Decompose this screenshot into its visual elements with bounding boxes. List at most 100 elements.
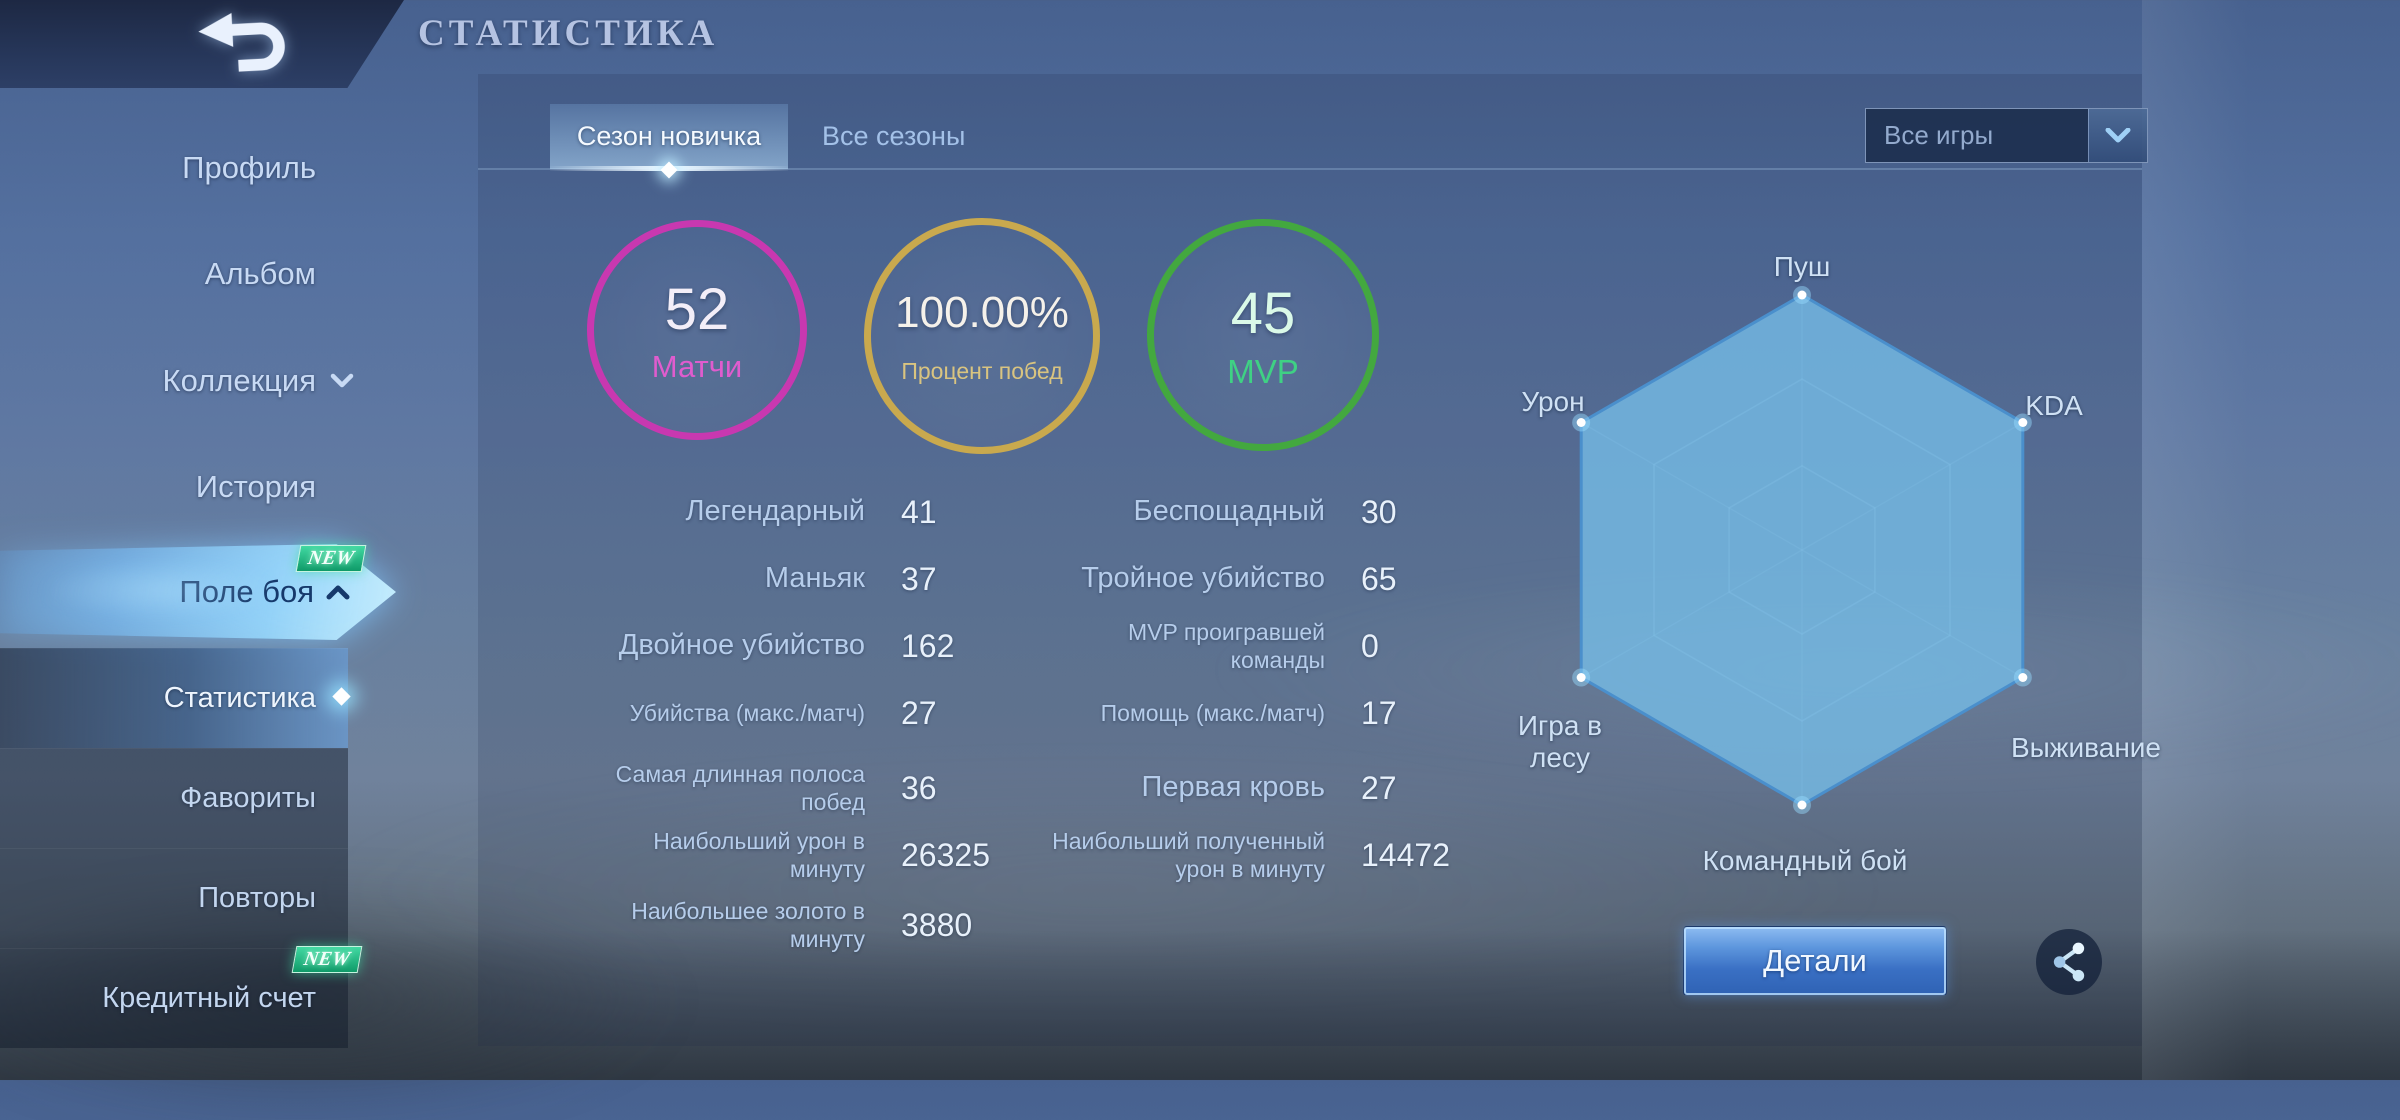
sidebar-item-favorites[interactable]: Фавориты [0,748,348,848]
chevron-down-icon [2105,127,2131,142]
stat-label: Маньяк [764,562,865,595]
stat-row-max-assists: Помощь (макс./матч) 17 [935,684,1511,742]
radar-data-polygon [1579,293,2025,807]
stat-value: 27 [1361,769,1397,806]
stat-value: 162 [901,627,955,664]
sidebar-item-album[interactable]: Альбом [204,256,316,291]
replays-label: Повторы [198,882,316,914]
stat-label: Самая длинная полоса побед [615,760,865,815]
radar-point [2018,673,2028,682]
radar-axis-label: Пуш [1773,250,1831,282]
stat-row-mvp-loss: MVP проигравшей команды 0 [935,617,1511,675]
stat-row-double-kill: Двойное убийство 162 [475,617,1051,675]
stat-row-max-dpm: Наибольший урон в минуту 26325 [475,826,1051,884]
performance-radar-chart [1572,286,2032,814]
top-bar [0,0,404,88]
background-light-band [2142,0,2262,1080]
stat-row-maniac: Маньяк 37 [475,550,1051,608]
share-icon [2053,942,2085,982]
winrate-label: Процент побед [901,357,1063,384]
favorites-label: Фавориты [180,782,316,814]
stat-row-max-damage-taken: Наибольший полученный урон в минуту 1447… [935,826,1511,884]
statistics-label: Статистика [163,682,316,714]
stat-label: Легендарный [685,495,865,528]
sidebar-item-replays[interactable]: Повторы [0,848,348,948]
stat-value: 3880 [901,906,973,943]
matches-value: 52 [664,276,730,342]
stat-label: Наибольшее золото в минуту [631,897,865,952]
radar-axis-label: Игра в лесу [1517,709,1603,773]
matches-circle: 52 Матчи [587,220,807,440]
sidebar-item-collection[interactable]: Коллекция [162,363,316,398]
stat-row-triple-kill: Тройное убийство 65 [935,550,1511,608]
battlefield-submenu: Статистика Фавориты Повторы Кредитный сч… [0,648,348,1048]
stat-value: 14472 [1361,836,1450,873]
tab-label: Все сезоны [822,121,966,151]
radar-axis-label: Выживание [2011,731,2161,763]
chevron-up-icon [326,585,350,599]
radar-point [1576,673,1586,682]
stat-label: Убийства (макс./матч) [629,699,865,726]
credit-score-label: Кредитный счет [102,982,316,1014]
stat-value: 0 [1361,627,1379,664]
new-badge: NEW [291,946,362,973]
tab-all-seasons[interactable]: Все сезоны [822,104,1002,169]
stat-value: 30 [1361,493,1397,530]
share-button[interactable] [2036,929,2102,995]
stat-label: Двойное убийство [618,629,865,662]
stat-row-first-blood: Первая кровь 27 [935,759,1511,817]
stat-label: Тройное убийство [1081,562,1325,595]
stat-label: Наибольший полученный урон в минуту [1052,827,1325,882]
back-arrow-icon [198,12,285,72]
tabs-divider [478,168,2142,170]
details-button-label: Детали [1763,943,1867,978]
radar-axis-label: Урон [1521,385,1585,417]
winrate-value: 100.00% [895,287,1069,337]
back-button[interactable] [190,7,305,81]
stat-label: Помощь (макс./матч) [1100,699,1325,726]
stat-value: 26325 [901,836,990,873]
matches-label: Матчи [651,348,743,384]
stat-value: 41 [901,493,937,530]
stat-row-legendary: Легендарный 41 [475,483,1051,541]
winrate-circle: 100.00% Процент побед [864,218,1100,454]
tab-newbie-season[interactable]: Сезон новичка [550,104,788,179]
details-button[interactable]: Детали [1683,926,1947,996]
radar-point [2018,418,2028,427]
banner-glow-streak [40,560,280,620]
mvp-label: MVP [1227,352,1299,390]
stat-value: 65 [1361,560,1397,597]
sidebar-item-credit-score[interactable]: Кредитный счет [0,948,348,1048]
sidebar-item-statistics[interactable]: Статистика [0,648,348,748]
stat-row-max-gpm: Наибольшее золото в минуту 3880 [475,896,1051,954]
radar-axis-label: Командный бой [1702,844,1908,876]
mvp-circle: 45 MVP [1147,219,1379,451]
stat-row-win-streak: Самая длинная полоса побед 36 [475,759,1051,817]
stat-value: 37 [901,560,937,597]
battlefield-label: Поле боя [179,574,314,609]
sidebar-item-profile[interactable]: Профиль [182,150,316,185]
sidebar-item-battlefield[interactable]: Поле боя [0,544,396,640]
stat-value: 27 [901,694,937,731]
stat-value: 36 [901,769,937,806]
sidebar-item-history[interactable]: История [195,469,316,504]
radar-axis-label: KDA [2025,389,2083,421]
tab-label: Сезон новичка [576,121,762,151]
radar-point [1797,290,1807,300]
battlefield-banner: Поле боя [0,544,396,640]
stat-label: Беспощадный [1133,495,1325,528]
radar-point [1797,800,1807,810]
stat-label: Первая кровь [1141,771,1325,804]
stat-label: MVP проигравшей команды [1128,618,1325,673]
dropdown-chevron-button[interactable] [2088,109,2147,162]
stat-row-savage: Беспощадный 30 [935,483,1511,541]
stat-value: 17 [1361,694,1397,731]
mvp-value: 45 [1230,280,1296,346]
stat-label: Наибольший урон в минуту [653,827,865,882]
new-badge: NEW [295,545,366,572]
page-title: СТАТИСТИКА [418,13,719,54]
dropdown-value: Все игры [1884,120,1994,150]
chevron-down-icon [330,373,354,388]
game-mode-dropdown[interactable]: Все игры [1865,108,2148,163]
